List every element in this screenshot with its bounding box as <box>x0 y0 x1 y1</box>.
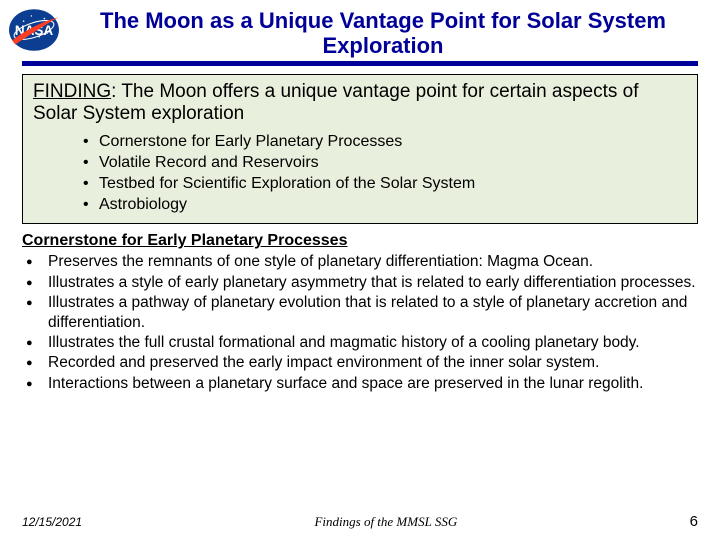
section-bullet-text: Illustrates a pathway of planetary evolu… <box>48 293 698 332</box>
section-bullet: ●Illustrates a style of early planetary … <box>22 273 698 292</box>
finding-bullet-text: Cornerstone for Early Planetary Processe… <box>99 132 402 153</box>
finding-bullet: •Testbed for Scientific Exploration of t… <box>83 174 687 195</box>
footer-center: Findings of the MMSL SSG <box>82 514 690 530</box>
title-rule <box>22 61 698 66</box>
section-bullet: ●Preserves the remnants of one style of … <box>22 252 698 271</box>
bullet-dot-icon: • <box>83 153 99 174</box>
bullet-disc-icon: ● <box>22 252 48 270</box>
bullet-disc-icon: ● <box>22 333 48 351</box>
finding-box: FINDING: The Moon offers a unique vantag… <box>22 74 698 225</box>
bullet-dot-icon: • <box>83 195 99 216</box>
finding-label: FINDING <box>33 81 111 102</box>
section-bullet-text: Recorded and preserved the early impact … <box>48 353 599 372</box>
nasa-logo-icon: NASA <box>8 8 60 52</box>
bullet-disc-icon: ● <box>22 353 48 371</box>
bullet-dot-icon: • <box>83 174 99 195</box>
section-bullet: ●Illustrates a pathway of planetary evol… <box>22 293 698 332</box>
finding-bullet: •Astrobiology <box>83 195 687 216</box>
slide-header: NASA The Moon as a Unique Vantage Point … <box>0 0 720 59</box>
section-heading: Cornerstone for Early Planetary Processe… <box>22 232 698 250</box>
finding-body: : The Moon offers a unique vantage point… <box>33 81 639 125</box>
finding-bullet: •Cornerstone for Early Planetary Process… <box>83 132 687 153</box>
finding-bullet-text: Astrobiology <box>99 195 187 216</box>
bullet-disc-icon: ● <box>22 293 48 311</box>
slide-footer: 12/15/2021 Findings of the MMSL SSG 6 <box>0 513 720 530</box>
section-bullet: ●Interactions between a planetary surfac… <box>22 374 698 393</box>
slide-title: The Moon as a Unique Vantage Point for S… <box>66 6 700 59</box>
section-bullet-text: Preserves the remnants of one style of p… <box>48 252 593 271</box>
bullet-disc-icon: ● <box>22 374 48 392</box>
finding-bullet-list: •Cornerstone for Early Planetary Process… <box>33 132 687 215</box>
section-bullet-text: Interactions between a planetary surface… <box>48 374 643 393</box>
finding-bullet-text: Volatile Record and Reservoirs <box>99 153 319 174</box>
section-bullet-text: Illustrates the full crustal formational… <box>48 333 640 352</box>
finding-bullet: •Volatile Record and Reservoirs <box>83 153 687 174</box>
finding-bullet-text: Testbed for Scientific Exploration of th… <box>99 174 475 195</box>
footer-page-number: 6 <box>690 513 698 530</box>
bullet-dot-icon: • <box>83 132 99 153</box>
bullet-disc-icon: ● <box>22 273 48 291</box>
section-bullet-text: Illustrates a style of early planetary a… <box>48 273 696 292</box>
section-bullet: ●Recorded and preserved the early impact… <box>22 353 698 372</box>
footer-date: 12/15/2021 <box>22 515 82 529</box>
section-bullet: ●Illustrates the full crustal formationa… <box>22 333 698 352</box>
section-bullet-list: ●Preserves the remnants of one style of … <box>22 252 698 393</box>
finding-text: FINDING: The Moon offers a unique vantag… <box>33 81 687 127</box>
